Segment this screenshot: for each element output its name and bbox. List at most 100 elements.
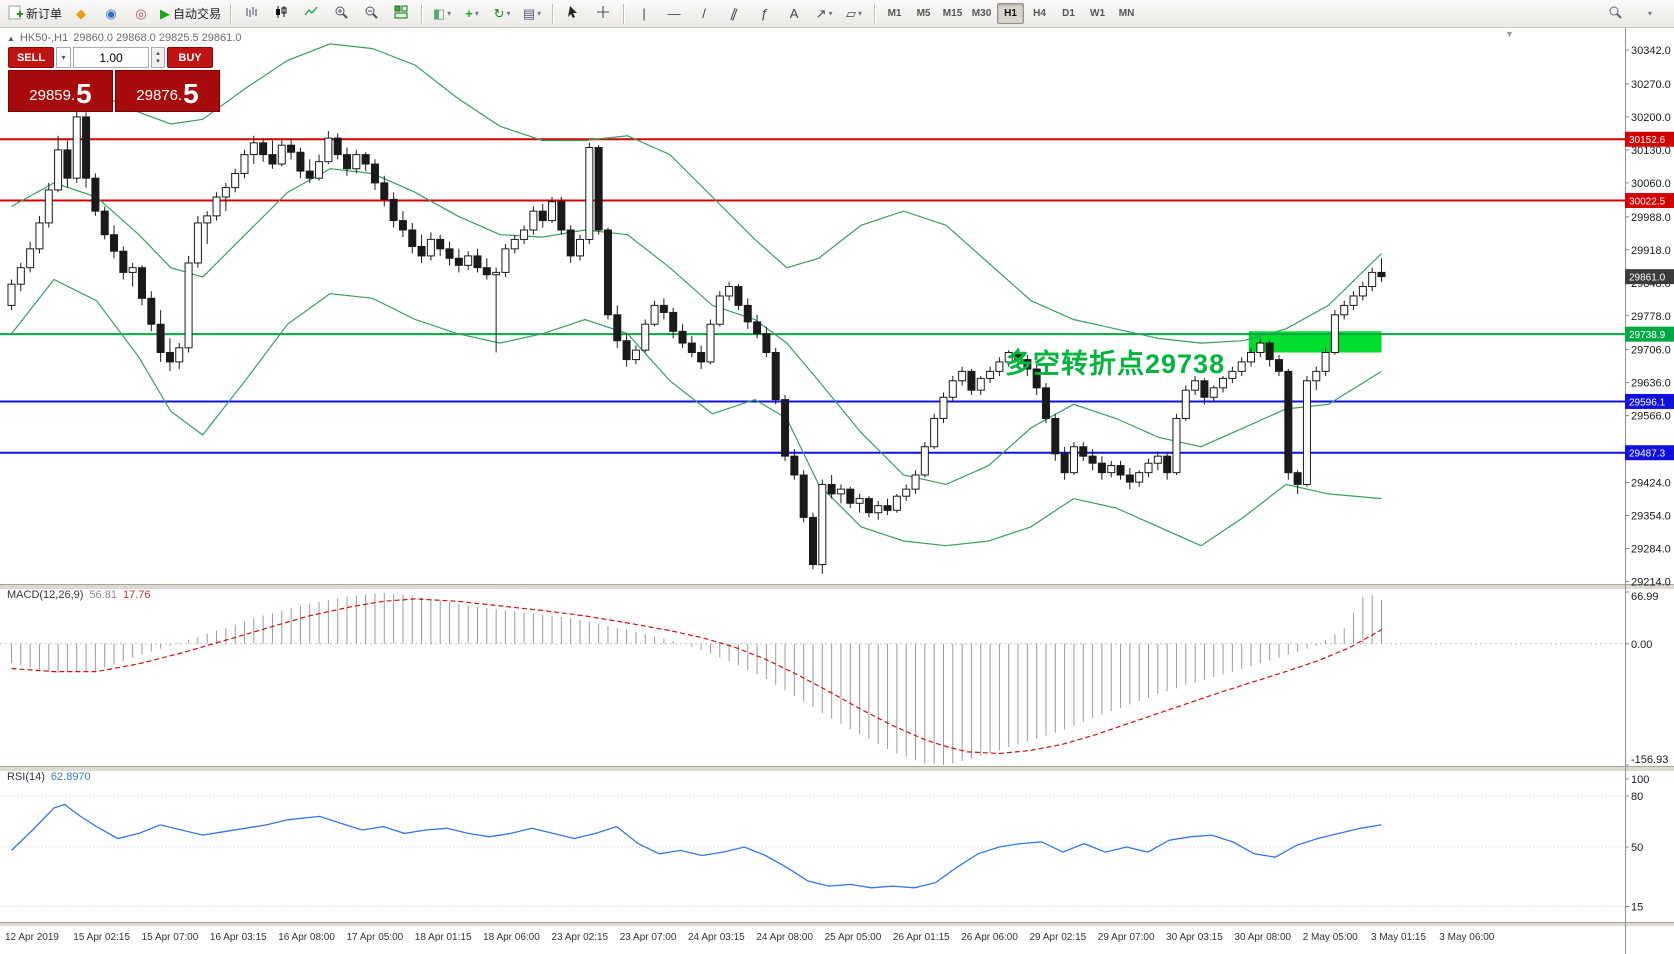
- crosshair-tool-button[interactable]: [588, 2, 618, 26]
- timeframe-button-d1[interactable]: D1: [1062, 8, 1075, 19]
- candle-bear: [1163, 455, 1172, 474]
- candle-bull: [892, 495, 901, 511]
- collapse-arrow-icon[interactable]: ▲: [7, 34, 15, 43]
- horizontal-line-icon: —: [667, 6, 681, 21]
- cursor-tool-button[interactable]: [558, 2, 588, 26]
- candle-bull: [193, 222, 202, 264]
- candle-bear: [119, 250, 128, 273]
- autotrading-button[interactable]: ▶ 自动交易: [156, 2, 225, 26]
- macd-name: MACD(12,26,9): [7, 589, 84, 601]
- arrows-tool-button[interactable]: ↗ ▾: [809, 2, 839, 26]
- mql5-button[interactable]: ◆: [66, 2, 96, 26]
- candle-bull: [1368, 271, 1377, 288]
- fibonacci-tool-button[interactable]: ƒ: [749, 2, 779, 26]
- timeframe-button-w1[interactable]: W1: [1090, 8, 1106, 19]
- panel-divider[interactable]: [0, 584, 1674, 589]
- bollinger-upper-line[interactable]: [11, 43, 1382, 344]
- macd-axis-label: 0.00: [1631, 639, 1652, 651]
- toolbar-right-group: ▾: [1600, 2, 1670, 26]
- candle-bull: [510, 238, 519, 250]
- price-axis-label: 29566.0: [1631, 411, 1671, 423]
- candle-bull: [920, 446, 929, 476]
- ohlc-values: 29860.0 29868.0 29825.5 29861.0: [73, 32, 242, 44]
- buy-price-button[interactable]: 29876. 5: [115, 70, 220, 112]
- candle-bear: [110, 234, 119, 252]
- candle-bull: [240, 154, 249, 174]
- horizontal-line-tool-button[interactable]: —: [659, 2, 689, 26]
- candle-bull: [725, 286, 734, 297]
- new-order-button[interactable]: 新订单: [4, 2, 66, 26]
- line-chart-mode-button[interactable]: [296, 2, 326, 26]
- volume-input[interactable]: [73, 47, 149, 68]
- panel-divider[interactable]: [0, 766, 1674, 771]
- vertical-line-tool-button[interactable]: |: [629, 2, 659, 26]
- candle-bear: [454, 257, 463, 266]
- bollinger-middle-line[interactable]: [11, 168, 1382, 486]
- mql5-icon: ◆: [76, 6, 87, 21]
- timeframe-button-m15[interactable]: M15: [942, 8, 963, 19]
- timeframe-button-h1[interactable]: H1: [997, 3, 1025, 24]
- toolbar-separator: [874, 3, 876, 24]
- autotrading-label: 自动交易: [173, 7, 222, 21]
- candle-bull: [548, 201, 557, 222]
- highlight-zone[interactable]: [1248, 331, 1382, 353]
- one-click-trading-panel: SELL ▾ ▴ ▾ BUY 29859.5 29876.5: [8, 47, 220, 112]
- zoom-out-button[interactable]: [356, 2, 386, 26]
- channel-icon: ∥: [728, 5, 740, 22]
- sell-button[interactable]: SELL: [8, 47, 54, 68]
- community-button[interactable]: ◉: [96, 2, 126, 26]
- toolbar-overflow-button[interactable]: ▾: [1634, 2, 1664, 26]
- candle-bull: [501, 248, 510, 273]
- chevron-down-icon: ▾: [474, 9, 479, 18]
- bar-chart-mode-button[interactable]: [236, 2, 266, 26]
- chart-shift-icon[interactable]: ▼: [1505, 29, 1514, 39]
- candle-bear: [622, 340, 631, 361]
- trendline-tool-button[interactable]: /: [689, 2, 719, 26]
- stepper-down-icon[interactable]: ▾: [156, 57, 160, 65]
- candle-bear: [557, 201, 566, 231]
- charts-profile-button[interactable]: ◧ ▾: [427, 2, 457, 26]
- time-axis-label: 29 Apr 02:15: [1030, 932, 1087, 943]
- timeframe-button-m1[interactable]: M1: [887, 8, 902, 19]
- candle-bull: [7, 283, 16, 306]
- price-tag-label: 29596.1: [1629, 397, 1666, 408]
- timeframe-button-m30[interactable]: M30: [971, 8, 992, 19]
- candle-bull: [315, 161, 324, 179]
- zoom-in-button[interactable]: [326, 2, 356, 26]
- volume-dropdown[interactable]: ▾: [56, 47, 71, 68]
- text-tool-button[interactable]: A: [779, 2, 809, 26]
- period-button[interactable]: ↻ ▾: [487, 2, 517, 26]
- timeframe-button-h4[interactable]: H4: [1033, 8, 1046, 19]
- price-tag-label: 30152.6: [1629, 135, 1666, 146]
- search-button[interactable]: [1600, 2, 1630, 26]
- chart-text-annotation[interactable]: 多空转折点29738: [1005, 349, 1226, 379]
- candle-bear: [287, 144, 296, 153]
- channel-tool-button[interactable]: ∥: [719, 2, 749, 26]
- sell-price-button[interactable]: 29859. 5: [8, 70, 113, 112]
- template-button[interactable]: ▤ ▾: [517, 2, 547, 26]
- volume-stepper[interactable]: ▴ ▾: [151, 47, 165, 68]
- price-axis-label: 30270.0: [1631, 79, 1671, 91]
- timeframe-button-mn[interactable]: MN: [1118, 8, 1135, 19]
- time-axis-label: 30 Apr 03:15: [1166, 932, 1223, 943]
- buy-button[interactable]: BUY: [167, 47, 213, 68]
- candle-bear: [389, 198, 398, 222]
- candle-chart-mode-button[interactable]: [266, 2, 296, 26]
- main-toolbar: 新订单 ◆ ◉ ◎ ▶ 自动交易 ◧ ▾ + ▾ ↻ ▾ ▤ ▾: [0, 0, 1674, 28]
- sell-price-pip: 5: [76, 78, 92, 109]
- tile-windows-button[interactable]: [386, 2, 416, 26]
- rsi-axis-label: 50: [1631, 842, 1643, 854]
- indicators-button[interactable]: + ▾: [457, 2, 487, 26]
- support-button[interactable]: ◎: [126, 2, 156, 26]
- toolbar-separator: [552, 3, 554, 24]
- stepper-up-icon[interactable]: ▴: [156, 49, 160, 57]
- shapes-tool-button[interactable]: ▱ ▾: [839, 2, 869, 26]
- panel-divider[interactable]: [0, 922, 1674, 926]
- new-order-icon: [8, 5, 23, 23]
- bollinger-lower-line[interactable]: [11, 278, 1382, 547]
- candle-bull: [1172, 417, 1181, 474]
- symbol-info: ▲ HK50-,H1 29860.0 29868.0 29825.5 29861.0: [7, 32, 246, 44]
- trade-prices-row: 29859. 5 29876. 5: [8, 70, 220, 112]
- timeframe-button-m5[interactable]: M5: [916, 8, 931, 19]
